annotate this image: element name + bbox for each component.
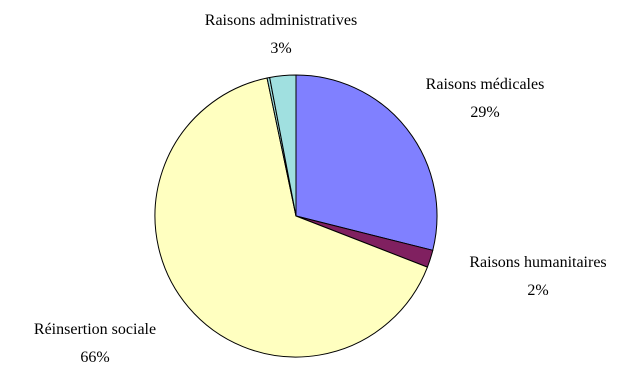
slice-label-reinsertion-sociale: Réinsertion sociale xyxy=(34,321,156,338)
slice-value-raisons-humanitaires: 2% xyxy=(527,282,548,299)
slice-value-raisons-administratives: 3% xyxy=(270,40,291,57)
pie-slice-raisons-medicales xyxy=(295,74,438,251)
slice-value-reinsertion-sociale: 66% xyxy=(80,349,109,366)
slice-label-raisons-medicales: Raisons médicales xyxy=(426,76,545,93)
pie-slice-reinsertion-sociale xyxy=(154,77,428,358)
slice-label-raisons-administratives: Raisons administratives xyxy=(205,12,357,29)
slice-value-raisons-medicales: 29% xyxy=(470,104,499,121)
pie-slice-raisons-administratives xyxy=(269,74,297,217)
pie-slices xyxy=(154,74,438,358)
pie-labels: Raisons médicales 29% Raisons humanitaires… xyxy=(34,12,607,366)
slice-label-raisons-humanitaires: Raisons humanitaires xyxy=(469,254,606,271)
